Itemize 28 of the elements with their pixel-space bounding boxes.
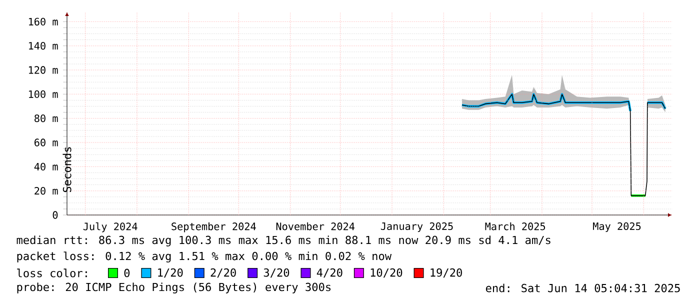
legend-label: 10/20 bbox=[370, 268, 402, 278]
legend-title: loss color: bbox=[17, 268, 87, 278]
text: packet loss: 0.12 % avg 1.51 % max 0.00 % min 0.02 % now bbox=[17, 252, 392, 262]
legend-label: 19/20 bbox=[430, 268, 462, 278]
legend-label: 1/20 bbox=[158, 268, 183, 278]
y-tick-label: 120 m bbox=[29, 66, 58, 74]
legend-label: 3/20 bbox=[264, 268, 290, 278]
x-tick-label: November 2024 bbox=[276, 222, 355, 230]
y-tick-label: 160 m bbox=[29, 18, 58, 26]
x-tick-label: March 2025 bbox=[485, 222, 546, 230]
legend-label: 4/20 bbox=[316, 268, 342, 278]
y-tick-label: 20 m bbox=[34, 186, 58, 195]
y-tick-label: 40 m bbox=[34, 162, 58, 170]
y-tick-label: 80 m bbox=[34, 114, 58, 122]
y-tick-label: 0 bbox=[52, 211, 58, 219]
y-tick-label: 60 m bbox=[34, 138, 58, 146]
y-axis-title: Seconds bbox=[62, 147, 72, 192]
x-tick-label: July 2024 bbox=[83, 222, 138, 232]
y-tick-label: 140 m bbox=[29, 42, 58, 50]
text: end: Sat Jun 14 05:04:31 2025 bbox=[486, 284, 680, 292]
text: probe: 20 ICMP Echo Pings (56 Bytes) every 300s bbox=[17, 282, 331, 294]
x-tick-label: September 2024 bbox=[172, 222, 256, 232]
y-tick-label: 100 m bbox=[29, 90, 58, 98]
x-tick-label: May 2025 bbox=[593, 222, 641, 232]
x-tick-label: January 2025 bbox=[380, 222, 453, 232]
legend-label: 0 bbox=[124, 268, 130, 278]
text: median rtt: 86.3 ms avg 100.3 ms max 15.6 ms min 88.1 ms now 20.9 ms sd 4.1 am/s bbox=[16, 236, 550, 246]
legend-label: 2/20 bbox=[210, 268, 236, 278]
